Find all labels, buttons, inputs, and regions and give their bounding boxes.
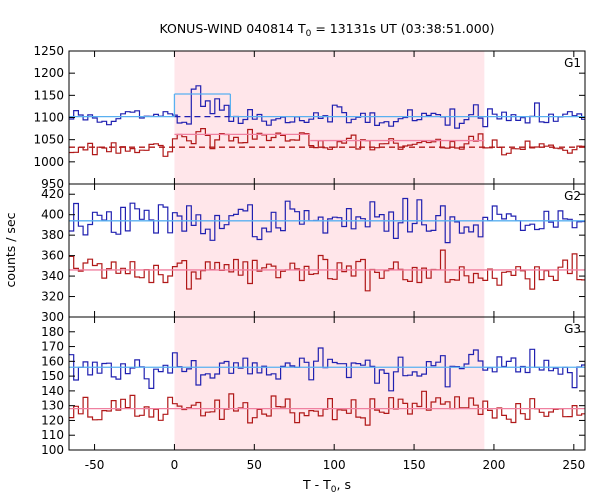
y-tick-label: 120 bbox=[41, 413, 64, 427]
y-tick-label: 300 bbox=[41, 310, 64, 324]
y-tick-label: 160 bbox=[41, 354, 64, 368]
panel-frame bbox=[68, 316, 586, 451]
g2-lower-series bbox=[69, 249, 585, 292]
x-tick-label: 50 bbox=[247, 458, 262, 472]
x-tick-label: -50 bbox=[85, 458, 105, 472]
plot-area: 950100010501100115012001250G130032034036… bbox=[33, 44, 586, 472]
y-tick-label: 340 bbox=[41, 269, 64, 283]
y-tick-label: 110 bbox=[41, 428, 64, 442]
y-tick-label: 950 bbox=[41, 177, 64, 191]
y-tick-label: 170 bbox=[41, 340, 64, 354]
y-tick-label: 140 bbox=[41, 384, 64, 398]
y-tick-label: 1050 bbox=[33, 133, 64, 147]
y-tick-label: 1100 bbox=[33, 111, 64, 125]
g1-upper-series bbox=[69, 85, 585, 129]
x-tick-label: 200 bbox=[482, 458, 505, 472]
panel-g1: 950 1000 1050 1100 1150 1200 1250 G1 bbox=[33, 44, 586, 191]
chart-title: KONUS-WIND 040814 T0 = 13131s UT (03:38:… bbox=[159, 21, 494, 39]
x-tick-label: 250 bbox=[562, 458, 585, 472]
g2-upper-series bbox=[69, 197, 585, 244]
y-tick-label: 360 bbox=[41, 249, 64, 263]
y-axis-label: counts / sec bbox=[3, 212, 18, 287]
panel-label-g3: G3 bbox=[564, 322, 581, 336]
y-tick-label: 150 bbox=[41, 369, 64, 383]
x-tick-label: 0 bbox=[171, 458, 179, 472]
y-tick-label: 130 bbox=[41, 399, 64, 413]
panel-label-g2: G2 bbox=[564, 189, 581, 203]
panel-label-g1: G1 bbox=[564, 56, 581, 70]
y-tick-label: 1000 bbox=[33, 155, 64, 169]
highlight-interval bbox=[174, 51, 485, 450]
y-tick-label: 1250 bbox=[33, 44, 64, 58]
x-tick-label: 150 bbox=[403, 458, 426, 472]
y-tick-label: 1150 bbox=[33, 88, 64, 102]
x-tick-label: 100 bbox=[323, 458, 346, 472]
y-tick-label: 320 bbox=[41, 290, 64, 304]
y-tick-label: 380 bbox=[41, 228, 64, 242]
y-tick-label: 400 bbox=[41, 208, 64, 222]
y-tick-label: 1200 bbox=[33, 66, 64, 80]
x-axis-label: T - T0, s bbox=[302, 477, 351, 495]
y-tick-label: 420 bbox=[41, 187, 64, 201]
y-tick-label: 100 bbox=[41, 443, 64, 457]
y-tick-label: 180 bbox=[41, 325, 64, 339]
